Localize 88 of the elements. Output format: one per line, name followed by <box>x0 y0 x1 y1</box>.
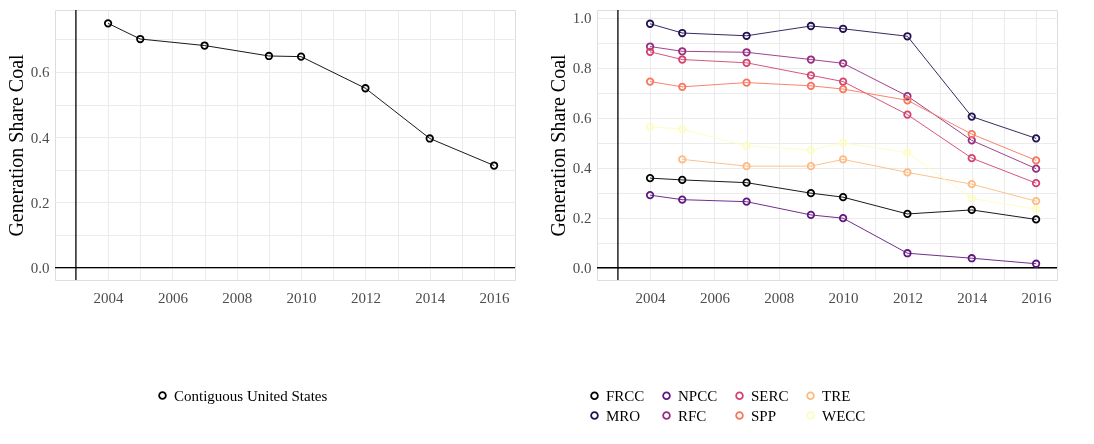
point <box>678 55 687 64</box>
legend-label: RFC <box>678 407 707 424</box>
point <box>678 82 687 91</box>
point <box>903 110 912 119</box>
point <box>136 34 145 44</box>
point <box>967 154 976 163</box>
point <box>296 52 306 61</box>
point <box>903 249 912 258</box>
point <box>678 175 687 185</box>
legend-label: MRO <box>606 407 641 424</box>
point <box>967 194 976 203</box>
point <box>678 195 687 204</box>
point <box>742 197 751 206</box>
point <box>742 141 751 151</box>
point <box>806 81 816 90</box>
point <box>903 96 912 105</box>
x-tick-label: 2016 <box>479 289 511 306</box>
point <box>806 210 816 220</box>
point <box>742 58 751 67</box>
point <box>678 47 687 56</box>
point <box>903 168 912 177</box>
point <box>967 254 976 263</box>
point <box>838 214 848 223</box>
point <box>967 112 976 121</box>
x-tick-label: 2006 <box>157 289 189 306</box>
point <box>678 124 687 134</box>
point <box>903 91 912 101</box>
y-axis-title: Generation Share Coal <box>4 53 27 237</box>
x-tick-label: 2012 <box>892 289 923 306</box>
x-tick-label: 2004 <box>93 289 125 306</box>
legend-label: Contiguous United States <box>174 387 328 404</box>
legend-label: FRCC <box>606 387 645 404</box>
point <box>742 178 751 187</box>
point <box>838 24 848 33</box>
y-tick-label: 0.0 <box>30 260 50 277</box>
x-tick-label: 2014 <box>957 289 988 306</box>
point <box>838 193 848 202</box>
y-tick-label: 0.8 <box>572 60 592 77</box>
x-tick-label: 2010 <box>286 289 317 306</box>
point <box>838 59 848 68</box>
x-tick-label: 2006 <box>699 289 731 306</box>
y-tick-label: 0.6 <box>30 64 50 81</box>
y-tick-label: 0.4 <box>30 129 50 146</box>
legend-label: NPCC <box>678 387 718 404</box>
point <box>838 84 848 94</box>
legend-label: SPP <box>751 407 777 424</box>
point <box>678 28 687 38</box>
point <box>806 21 816 31</box>
point <box>838 138 848 148</box>
point <box>903 148 912 157</box>
x-tick-label: 2010 <box>828 289 859 306</box>
y-tick-label: 0.6 <box>572 110 592 127</box>
point <box>806 189 816 198</box>
point <box>967 205 976 215</box>
point <box>806 71 816 80</box>
legend-label: SERC <box>751 387 789 404</box>
point <box>967 129 976 139</box>
y-tick-label: 0.2 <box>30 194 50 211</box>
legend-label: TRE <box>822 387 851 404</box>
x-tick-label: 2012 <box>350 289 381 306</box>
point <box>264 51 274 61</box>
point <box>742 162 751 171</box>
point <box>903 209 912 219</box>
point <box>742 31 751 40</box>
point <box>806 162 816 171</box>
point <box>425 134 434 143</box>
y-tick-label: 0.0 <box>572 260 592 277</box>
x-tick-label: 2016 <box>1021 289 1053 306</box>
point <box>361 84 370 93</box>
point <box>806 146 816 155</box>
point <box>200 41 209 50</box>
point <box>742 78 751 87</box>
y-tick-label: 0.2 <box>572 210 592 227</box>
x-tick-label: 2004 <box>635 289 667 306</box>
legend-label: WECC <box>822 407 866 424</box>
y-axis-title: Generation Share Coal <box>546 53 569 237</box>
point <box>967 136 976 145</box>
point <box>742 48 751 57</box>
x-tick-label: 2008 <box>764 289 795 306</box>
y-tick-label: 0.4 <box>572 160 592 177</box>
point <box>838 77 848 86</box>
point <box>806 55 816 64</box>
point <box>838 155 848 164</box>
x-tick-label: 2014 <box>415 289 446 306</box>
y-tick-label: 1.0 <box>572 10 592 27</box>
point <box>903 32 912 41</box>
x-tick-label: 2008 <box>222 289 253 306</box>
point <box>967 180 976 189</box>
